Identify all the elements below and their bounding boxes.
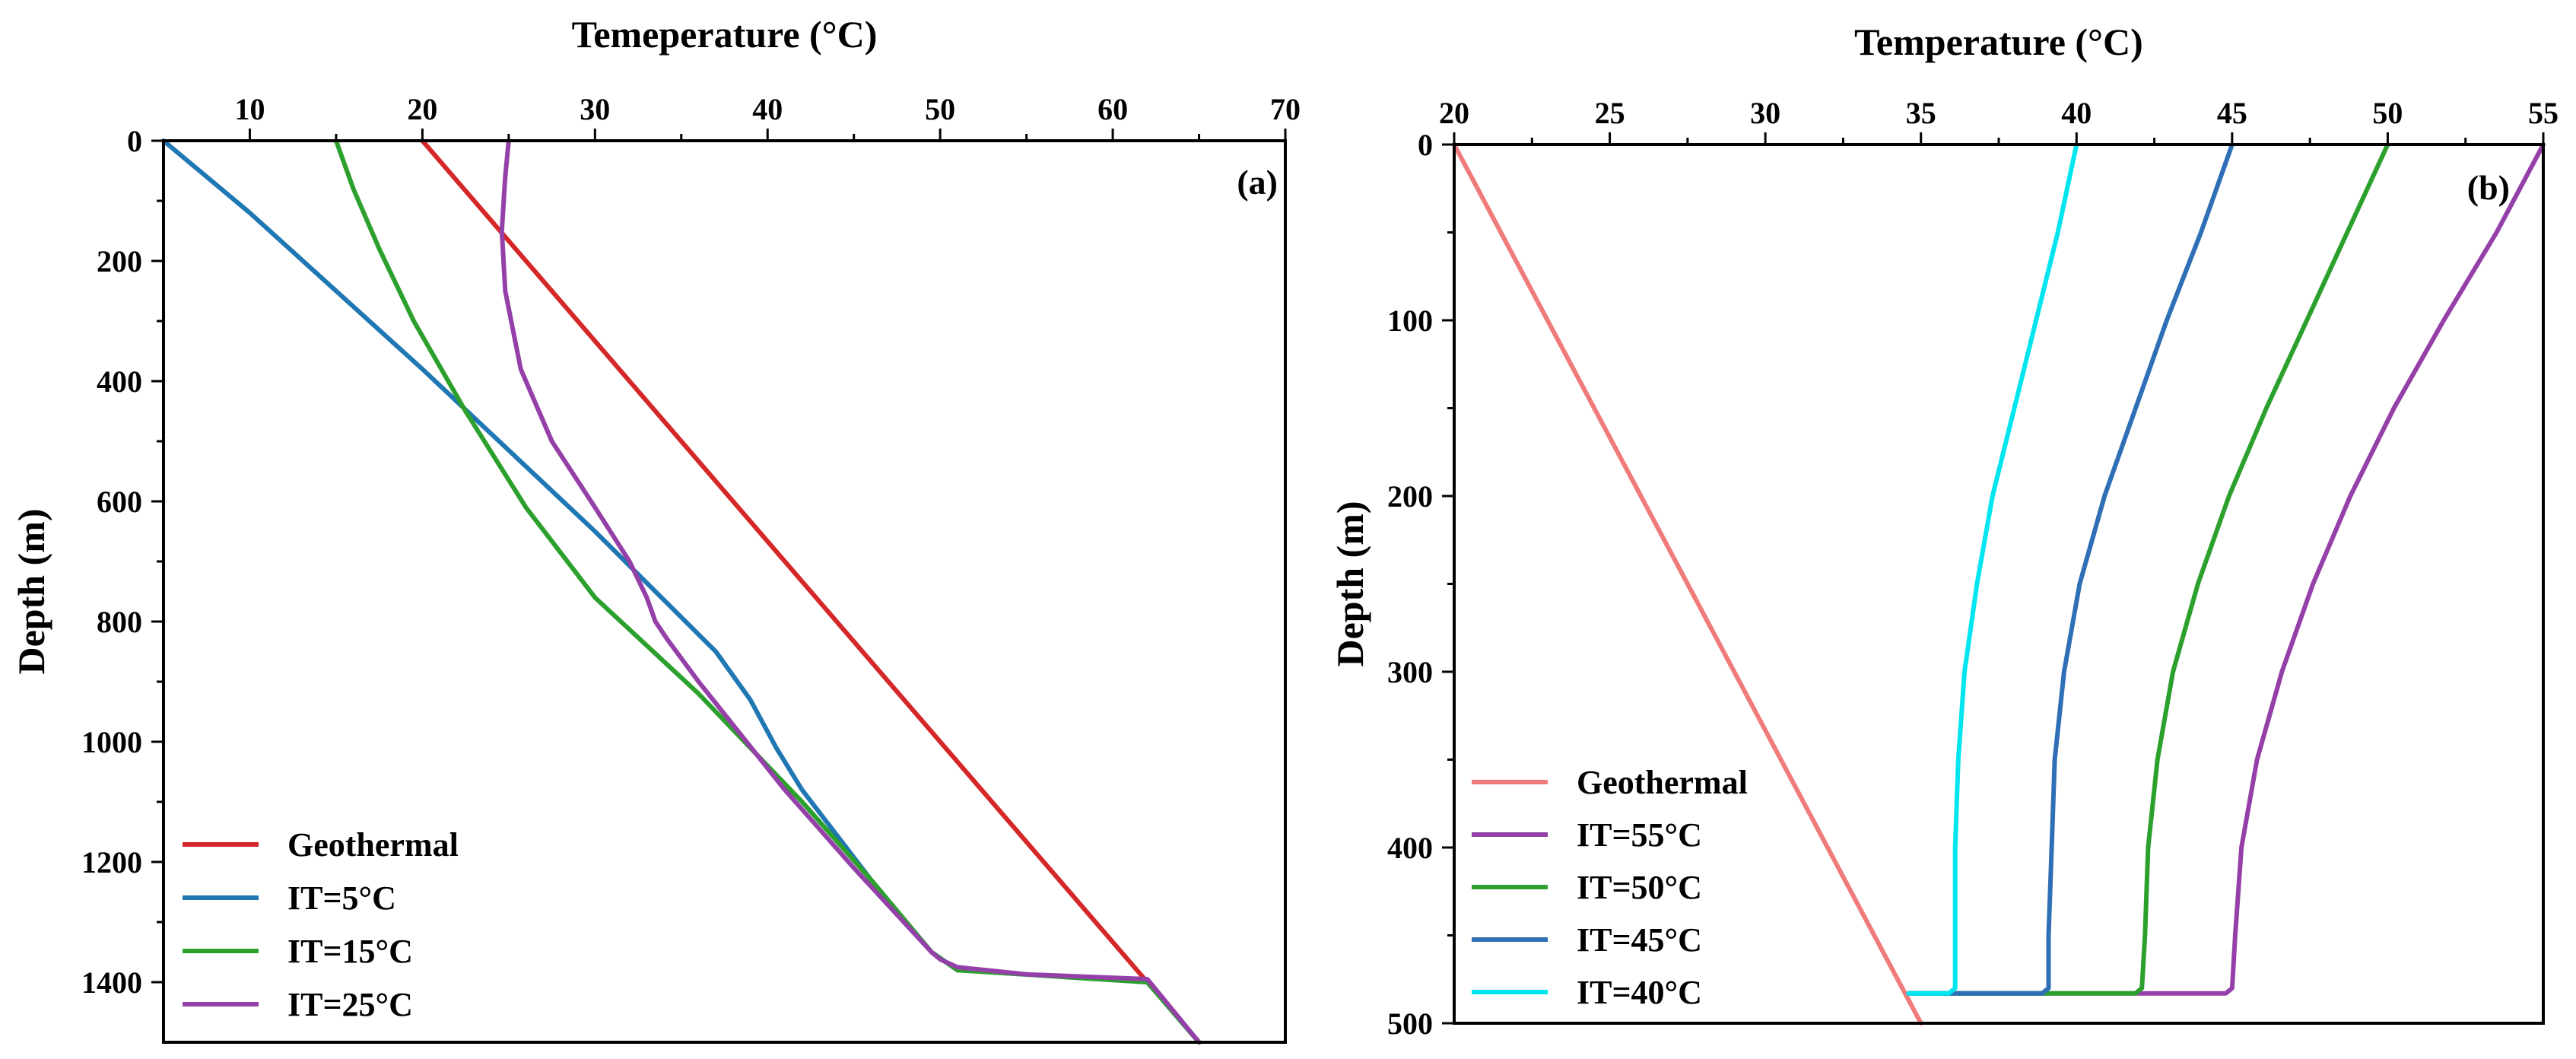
y-tick-label: 1400	[81, 965, 142, 1000]
panel-b: 20 25 30 35 40 45 50 55 0 100 200 300 400 500 Temperat…	[1329, 21, 2559, 1041]
x-tick-label: 30	[580, 92, 610, 126]
x-tick-label: 25	[1595, 96, 1625, 130]
legend-label: Geothermal	[1577, 764, 1748, 801]
y-tick-label: 0	[127, 124, 142, 158]
x-tick-label: 60	[1097, 92, 1128, 126]
legend-label: IT=45°C	[1577, 921, 1702, 959]
series-line-2	[333, 138, 1202, 1045]
panel-label: (b)	[2467, 168, 2510, 207]
x-tick-label: 10	[234, 92, 265, 126]
legend-label: IT=15°C	[287, 933, 413, 970]
y-tick-label: 200	[1387, 479, 1433, 514]
y-tick-label: 1200	[81, 845, 142, 879]
y-axis-title: Depth (m)	[10, 508, 52, 674]
legend-label: IT=5°C	[287, 879, 396, 917]
panel-label: (a)	[1237, 163, 1278, 202]
legend-label: IT=25°C	[287, 986, 413, 1023]
x-tick-label: 40	[2061, 96, 2092, 130]
y-tick-label: 500	[1387, 1007, 1433, 1041]
x-tick-label: 20	[407, 92, 437, 126]
x-tick-label: 55	[2528, 96, 2559, 130]
legend-label: IT=55°C	[1577, 816, 1702, 854]
legend: Geothermal IT=55°C IT=50°C IT=45°C IT=40°C	[1472, 764, 1748, 1011]
y-tick-label: 300	[1387, 655, 1433, 689]
x-tick-label: 50	[925, 92, 955, 126]
series-line-3	[1906, 142, 2235, 996]
x-tick-label: 50	[2372, 96, 2403, 130]
series-line-4	[1906, 142, 2079, 996]
series-line-3	[499, 138, 1202, 1045]
y-axis-title: Depth (m)	[1329, 501, 1371, 666]
x-tick-label: 70	[1270, 92, 1301, 126]
panel-a: 10 20 30 40 50 60 70 0 200 400 600 800 1000 1200 1400 T…	[10, 13, 1301, 1045]
series-line-0	[420, 138, 1202, 1045]
legend-label: IT=40°C	[1577, 974, 1702, 1011]
x-axis-title: Temperature (°C)	[1854, 21, 2143, 63]
y-tick-label: 200	[97, 244, 142, 278]
x-axis-title: Temeperature (°C)	[572, 13, 878, 56]
legend: Geothermal IT=5°C IT=15°C IT=25°C	[183, 826, 459, 1023]
y-tick-label: 1000	[81, 725, 142, 759]
series-line-0	[1452, 142, 1923, 1026]
series-line-2	[1906, 142, 2390, 996]
legend-label: Geothermal	[287, 826, 459, 863]
plot-frame	[162, 139, 1287, 1044]
x-tick-label: 40	[752, 92, 783, 126]
y-tick-label: 800	[97, 605, 142, 639]
legend-label: IT=50°C	[1577, 869, 1702, 906]
y-tick-label: 600	[97, 485, 142, 519]
y-tick-label: 400	[1387, 831, 1433, 865]
y-tick-label: 100	[1387, 304, 1433, 338]
x-tick-label: 35	[1906, 96, 1936, 130]
x-tick-label: 30	[1750, 96, 1780, 130]
x-tick-label: 20	[1439, 96, 1469, 130]
x-tick-label: 45	[2217, 96, 2247, 130]
y-tick-label: 0	[1418, 128, 1433, 162]
series-line-1	[1906, 142, 2546, 996]
y-tick-label: 400	[97, 364, 142, 399]
